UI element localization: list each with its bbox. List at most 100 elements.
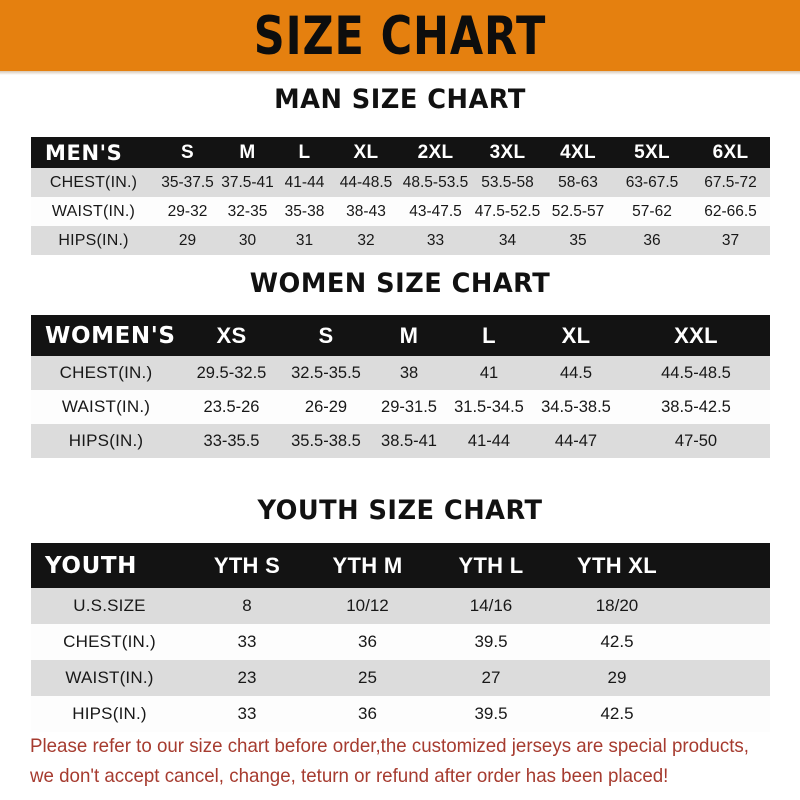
table-row: WAIST(IN.) 23.5-26 26-29 29-31.5 31.5-34.5 34… (31, 390, 770, 424)
women-size-chart-title: WOMEN SIZE CHART (249, 268, 551, 299)
youth-column-header-yth-m: YTH M (332, 552, 403, 578)
man-column-header-s: S (181, 141, 194, 163)
man-column-header-5xl: 5XL (634, 141, 670, 163)
table-cell: 29-32 (167, 202, 208, 220)
table-cell: 33 (426, 231, 445, 249)
table-cell: 42.5 (600, 704, 634, 723)
table-cell: 35 (569, 231, 587, 249)
youth-cell-spacer (681, 696, 770, 732)
table-cell: 8 (242, 596, 252, 615)
man-column-header-l: L (298, 141, 311, 163)
table-cell: 25 (358, 668, 377, 687)
table-cell: 47.5-52.5 (474, 202, 541, 220)
man-table-corner-label: MEN'S (45, 140, 123, 165)
size-chart-banner: SIZE CHART (0, 0, 800, 71)
table-cell: 43-47.5 (409, 202, 462, 220)
table-row: U.S.SIZE 8 10/12 14/16 18/20 (31, 588, 770, 624)
table-row: CHEST(IN.) 29.5-32.5 32.5-35.5 38 41 44.5 44.5… (31, 356, 770, 390)
table-cell: 32 (357, 231, 375, 249)
disclaimer-line-2: we don't accept cancel, change, teturn o… (30, 765, 669, 787)
women-column-header-l: L (482, 322, 496, 348)
youth-row-label-u-s-size: U.S.SIZE (73, 596, 146, 615)
man-column-header-4xl: 4XL (560, 141, 596, 163)
table-cell: 41-44 (467, 431, 511, 450)
table-cell: 44.5 (559, 363, 593, 382)
table-cell: 42.5 (600, 632, 634, 651)
man-column-header-2xl: 2XL (417, 141, 454, 163)
table-cell: 63-67.5 (625, 173, 679, 191)
table-cell: 26-29 (304, 397, 348, 416)
table-cell: 37.5-41 (221, 173, 274, 191)
table-cell: 38.5-41 (381, 431, 437, 450)
women-row-label-hips-in-: HIPS(IN.) (68, 431, 144, 450)
women-row-label-chest-in-: CHEST(IN.) (59, 363, 153, 382)
man-row-label-chest-in-: CHEST(IN.) (49, 173, 138, 191)
table-row: WAIST(IN.) 29-32 32-35 35-38 38-43 43-47.5 47.… (31, 197, 770, 226)
table-cell: 38.5-42.5 (661, 397, 731, 416)
table-cell: 33 (237, 632, 257, 651)
youth-size-chart-table: YOUTH YTH S YTH M YTH L YTH XL U.S.SIZE 8 10/12… (31, 543, 770, 732)
table-cell: 39.5 (474, 632, 508, 651)
table-cell: 53.5-58 (481, 173, 534, 191)
order-disclaimer: Please refer to our size chart before or… (30, 731, 749, 791)
table-cell: 31 (295, 231, 314, 249)
man-column-header-xl: XL (353, 141, 379, 163)
table-row: HIPS(IN.) 29 30 31 32 33 34 35 36 37 (31, 226, 770, 255)
table-cell: 31.5-34.5 (454, 397, 524, 416)
table-cell: 33-35.5 (203, 431, 260, 450)
table-cell: 23.5-26 (203, 397, 260, 416)
youth-cell-spacer (681, 624, 770, 660)
table-cell: 18/20 (595, 596, 639, 615)
women-column-header-xs: XS (216, 322, 247, 348)
table-cell: 44.5-48.5 (661, 363, 731, 382)
banner-shadow-divider (0, 71, 800, 75)
table-cell: 29-31.5 (381, 397, 437, 416)
table-cell: 14/16 (469, 596, 513, 615)
youth-cell-spacer (681, 588, 770, 624)
table-cell: 29.5-32.5 (196, 363, 267, 382)
youth-column-header-yth-l: YTH L (458, 552, 524, 578)
youth-header-spacer (681, 543, 770, 588)
women-column-header-s: S (318, 322, 334, 348)
man-column-header-m: M (239, 141, 256, 163)
table-cell: 67.5-72 (704, 173, 757, 191)
table-cell: 35.5-38.5 (291, 431, 361, 450)
youth-size-chart-title: YOUTH SIZE CHART (257, 495, 543, 526)
women-column-header-xl: XL (561, 322, 591, 348)
table-cell: 23 (237, 668, 257, 687)
table-cell: 34.5-38.5 (541, 397, 611, 416)
table-cell: 57-62 (632, 202, 672, 220)
man-size-chart-table: MEN'S S M L XL 2XL 3XL 4XL 5XL 6XL CHEST(IN.) 35-37… (31, 137, 770, 255)
banner-title: SIZE CHART (253, 4, 547, 67)
table-cell: 41-44 (284, 173, 325, 191)
table-cell: 38 (399, 363, 419, 382)
disclaimer-line-1: Please refer to our size chart before or… (30, 735, 749, 757)
table-cell: 35-37.5 (161, 173, 214, 191)
youth-table-corner-label: YOUTH (45, 552, 138, 579)
table-cell: 10/12 (346, 596, 389, 615)
table-cell: 30 (238, 231, 257, 249)
table-row: CHEST(IN.) 35-37.5 37.5-41 41-44 44-48.5 48.5… (31, 168, 770, 197)
table-cell: 39.5 (474, 704, 508, 723)
table-cell: 47-50 (674, 431, 718, 450)
man-row-label-hips-in-: HIPS(IN.) (58, 231, 129, 249)
table-cell: 36 (643, 231, 661, 249)
table-cell: 52.5-57 (551, 202, 605, 220)
table-cell: 29 (178, 231, 197, 249)
table-cell: 62-66.5 (704, 202, 757, 220)
youth-row-label-hips-in-: HIPS(IN.) (72, 704, 147, 723)
table-cell: 58-63 (558, 173, 598, 191)
table-cell: 34 (498, 231, 517, 249)
table-row: HIPS(IN.) 33-35.5 35.5-38.5 38.5-41 41-44 44-… (31, 424, 770, 458)
table-cell: 33 (237, 704, 257, 723)
youth-cell-spacer (681, 660, 770, 696)
women-column-header-xxl: XXL (674, 322, 718, 348)
table-cell: 44-48.5 (339, 173, 393, 191)
table-cell: 48.5-53.5 (402, 173, 469, 191)
women-table-corner-label: WOMEN'S (45, 322, 176, 349)
table-cell: 36 (358, 704, 377, 723)
table-row: CHEST(IN.) 33 36 39.5 42.5 (31, 624, 770, 660)
table-cell: 37 (721, 231, 740, 249)
man-size-chart-title: MAN SIZE CHART (274, 84, 526, 115)
man-column-header-6xl: 6XL (712, 141, 749, 163)
